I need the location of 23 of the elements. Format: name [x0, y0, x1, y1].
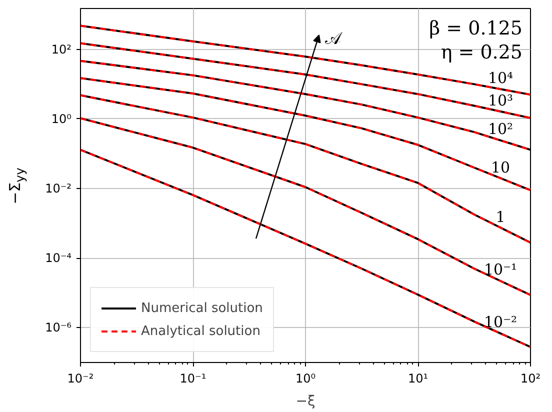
- y-tick-label: 10²: [51, 42, 72, 56]
- annotation: 10⁻¹: [484, 260, 518, 279]
- legend-label: Numerical solution: [141, 300, 263, 316]
- x-tick-label: 10¹: [408, 372, 428, 386]
- annotation: 10²: [488, 120, 514, 138]
- annotation: 10³: [488, 91, 514, 110]
- x-tick-label: 10⁻²: [67, 372, 94, 386]
- x-tick-label: 10²: [520, 372, 541, 386]
- y-tick-label: 10⁰: [51, 112, 72, 126]
- annotation: 10⁻²: [484, 313, 518, 332]
- annotation: 10⁴: [488, 68, 514, 87]
- y-tick-label: 10⁻⁶: [45, 320, 72, 335]
- y-tick-label: 10⁻⁴: [45, 251, 72, 266]
- annotation: 10: [490, 158, 510, 176]
- x-tick-label: 10⁻¹: [180, 372, 206, 386]
- x-tick-label: 10⁰: [295, 372, 316, 386]
- annotation: 𝒜: [325, 29, 343, 50]
- annotation: 1: [496, 208, 506, 226]
- annotation: β = 0.125: [429, 18, 523, 40]
- y-tick-label: 10⁻²: [45, 182, 72, 196]
- annotation: η = 0.25: [440, 42, 522, 64]
- x-axis-title: −ξ: [296, 394, 316, 410]
- legend-label: Analytical solution: [141, 324, 260, 338]
